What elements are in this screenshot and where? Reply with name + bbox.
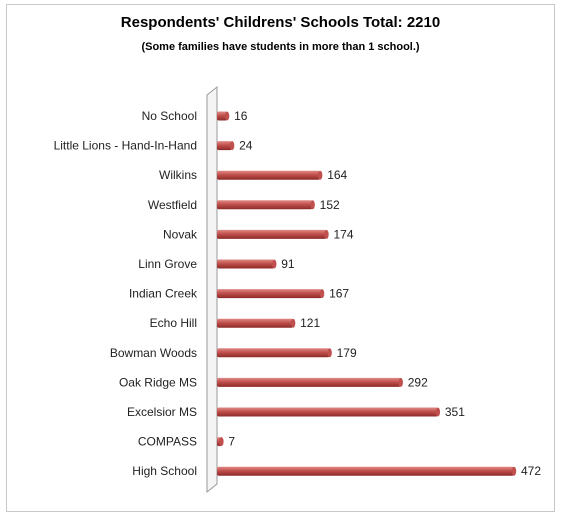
bar-cap-no-school bbox=[224, 111, 230, 121]
value-label-novak: 174 bbox=[333, 227, 353, 241]
bars-layer: No School 16 Little Lions - Hand-In-Hand 24… bbox=[54, 109, 542, 478]
bar-excelsior-ms bbox=[217, 407, 438, 417]
value-label-little-lions-hand-in-hand: 24 bbox=[239, 139, 253, 153]
bar-cap-westfield bbox=[310, 200, 315, 210]
bar-echo-hill bbox=[217, 318, 294, 328]
bar-cap-novak bbox=[324, 229, 329, 239]
bar-cap-excelsior-ms bbox=[435, 407, 441, 417]
bar-cap-linn-grove bbox=[272, 259, 277, 269]
bar-cap-high-school bbox=[511, 466, 517, 476]
bar-westfield bbox=[217, 200, 313, 210]
category-label-little-lions-hand-in-hand: Little Lions - Hand-In-Hand bbox=[54, 139, 197, 153]
bar-cap-little-lions-hand-in-hand bbox=[229, 141, 235, 151]
category-label-wilkins: Wilkins bbox=[159, 168, 197, 182]
value-label-oak-ridge-ms: 292 bbox=[408, 375, 428, 389]
bar-novak bbox=[217, 229, 327, 239]
bar-cap-oak-ridge-ms bbox=[398, 377, 403, 387]
value-label-linn-grove: 91 bbox=[281, 257, 295, 271]
category-label-westfield: Westfield bbox=[148, 198, 197, 212]
value-label-compass: 7 bbox=[228, 435, 235, 449]
category-label-bowman-woods: Bowman Woods bbox=[110, 346, 197, 360]
category-label-high-school: High School bbox=[132, 464, 197, 478]
bar-cap-compass bbox=[219, 437, 224, 447]
category-label-excelsior-ms: Excelsior MS bbox=[127, 405, 197, 419]
value-label-wilkins: 164 bbox=[327, 168, 347, 182]
bar-no-school bbox=[217, 111, 228, 121]
value-label-westfield: 152 bbox=[320, 198, 340, 212]
value-label-echo-hill: 121 bbox=[300, 316, 320, 330]
category-label-oak-ridge-ms: Oak Ridge MS bbox=[119, 375, 197, 389]
chart-subtitle: (Some families have students in more tha… bbox=[141, 41, 420, 53]
bar-cap-indian-creek bbox=[319, 289, 325, 299]
bar-cap-echo-hill bbox=[290, 318, 296, 328]
category-label-linn-grove: Linn Grove bbox=[138, 257, 197, 271]
bar-cap-wilkins bbox=[317, 170, 323, 180]
bar-cap-bowman-woods bbox=[327, 348, 332, 358]
category-label-indian-creek: Indian Creek bbox=[129, 287, 198, 301]
value-label-no-school: 16 bbox=[234, 109, 248, 123]
bar-little-lions-hand-in-hand bbox=[217, 141, 233, 151]
category-label-echo-hill: Echo Hill bbox=[150, 316, 197, 330]
category-label-novak: Novak bbox=[163, 227, 198, 241]
category-label-no-school: No School bbox=[142, 109, 197, 123]
value-label-high-school: 472 bbox=[521, 464, 541, 478]
value-label-indian-creek: 167 bbox=[329, 287, 349, 301]
bar-linn-grove bbox=[217, 259, 275, 269]
bar-oak-ridge-ms bbox=[217, 377, 401, 387]
bar-high-school bbox=[217, 466, 514, 476]
bar-indian-creek bbox=[217, 289, 323, 299]
axis-wall bbox=[206, 85, 218, 494]
bar-wilkins bbox=[217, 170, 321, 180]
category-label-compass: COMPASS bbox=[138, 435, 197, 449]
chart-frame bbox=[6, 4, 555, 512]
chart-title: Respondents' Childrens' Schools Total: 2… bbox=[120, 14, 441, 31]
value-label-bowman-woods: 179 bbox=[337, 346, 357, 360]
bar-bowman-woods bbox=[217, 348, 330, 358]
value-label-excelsior-ms: 351 bbox=[445, 405, 465, 419]
